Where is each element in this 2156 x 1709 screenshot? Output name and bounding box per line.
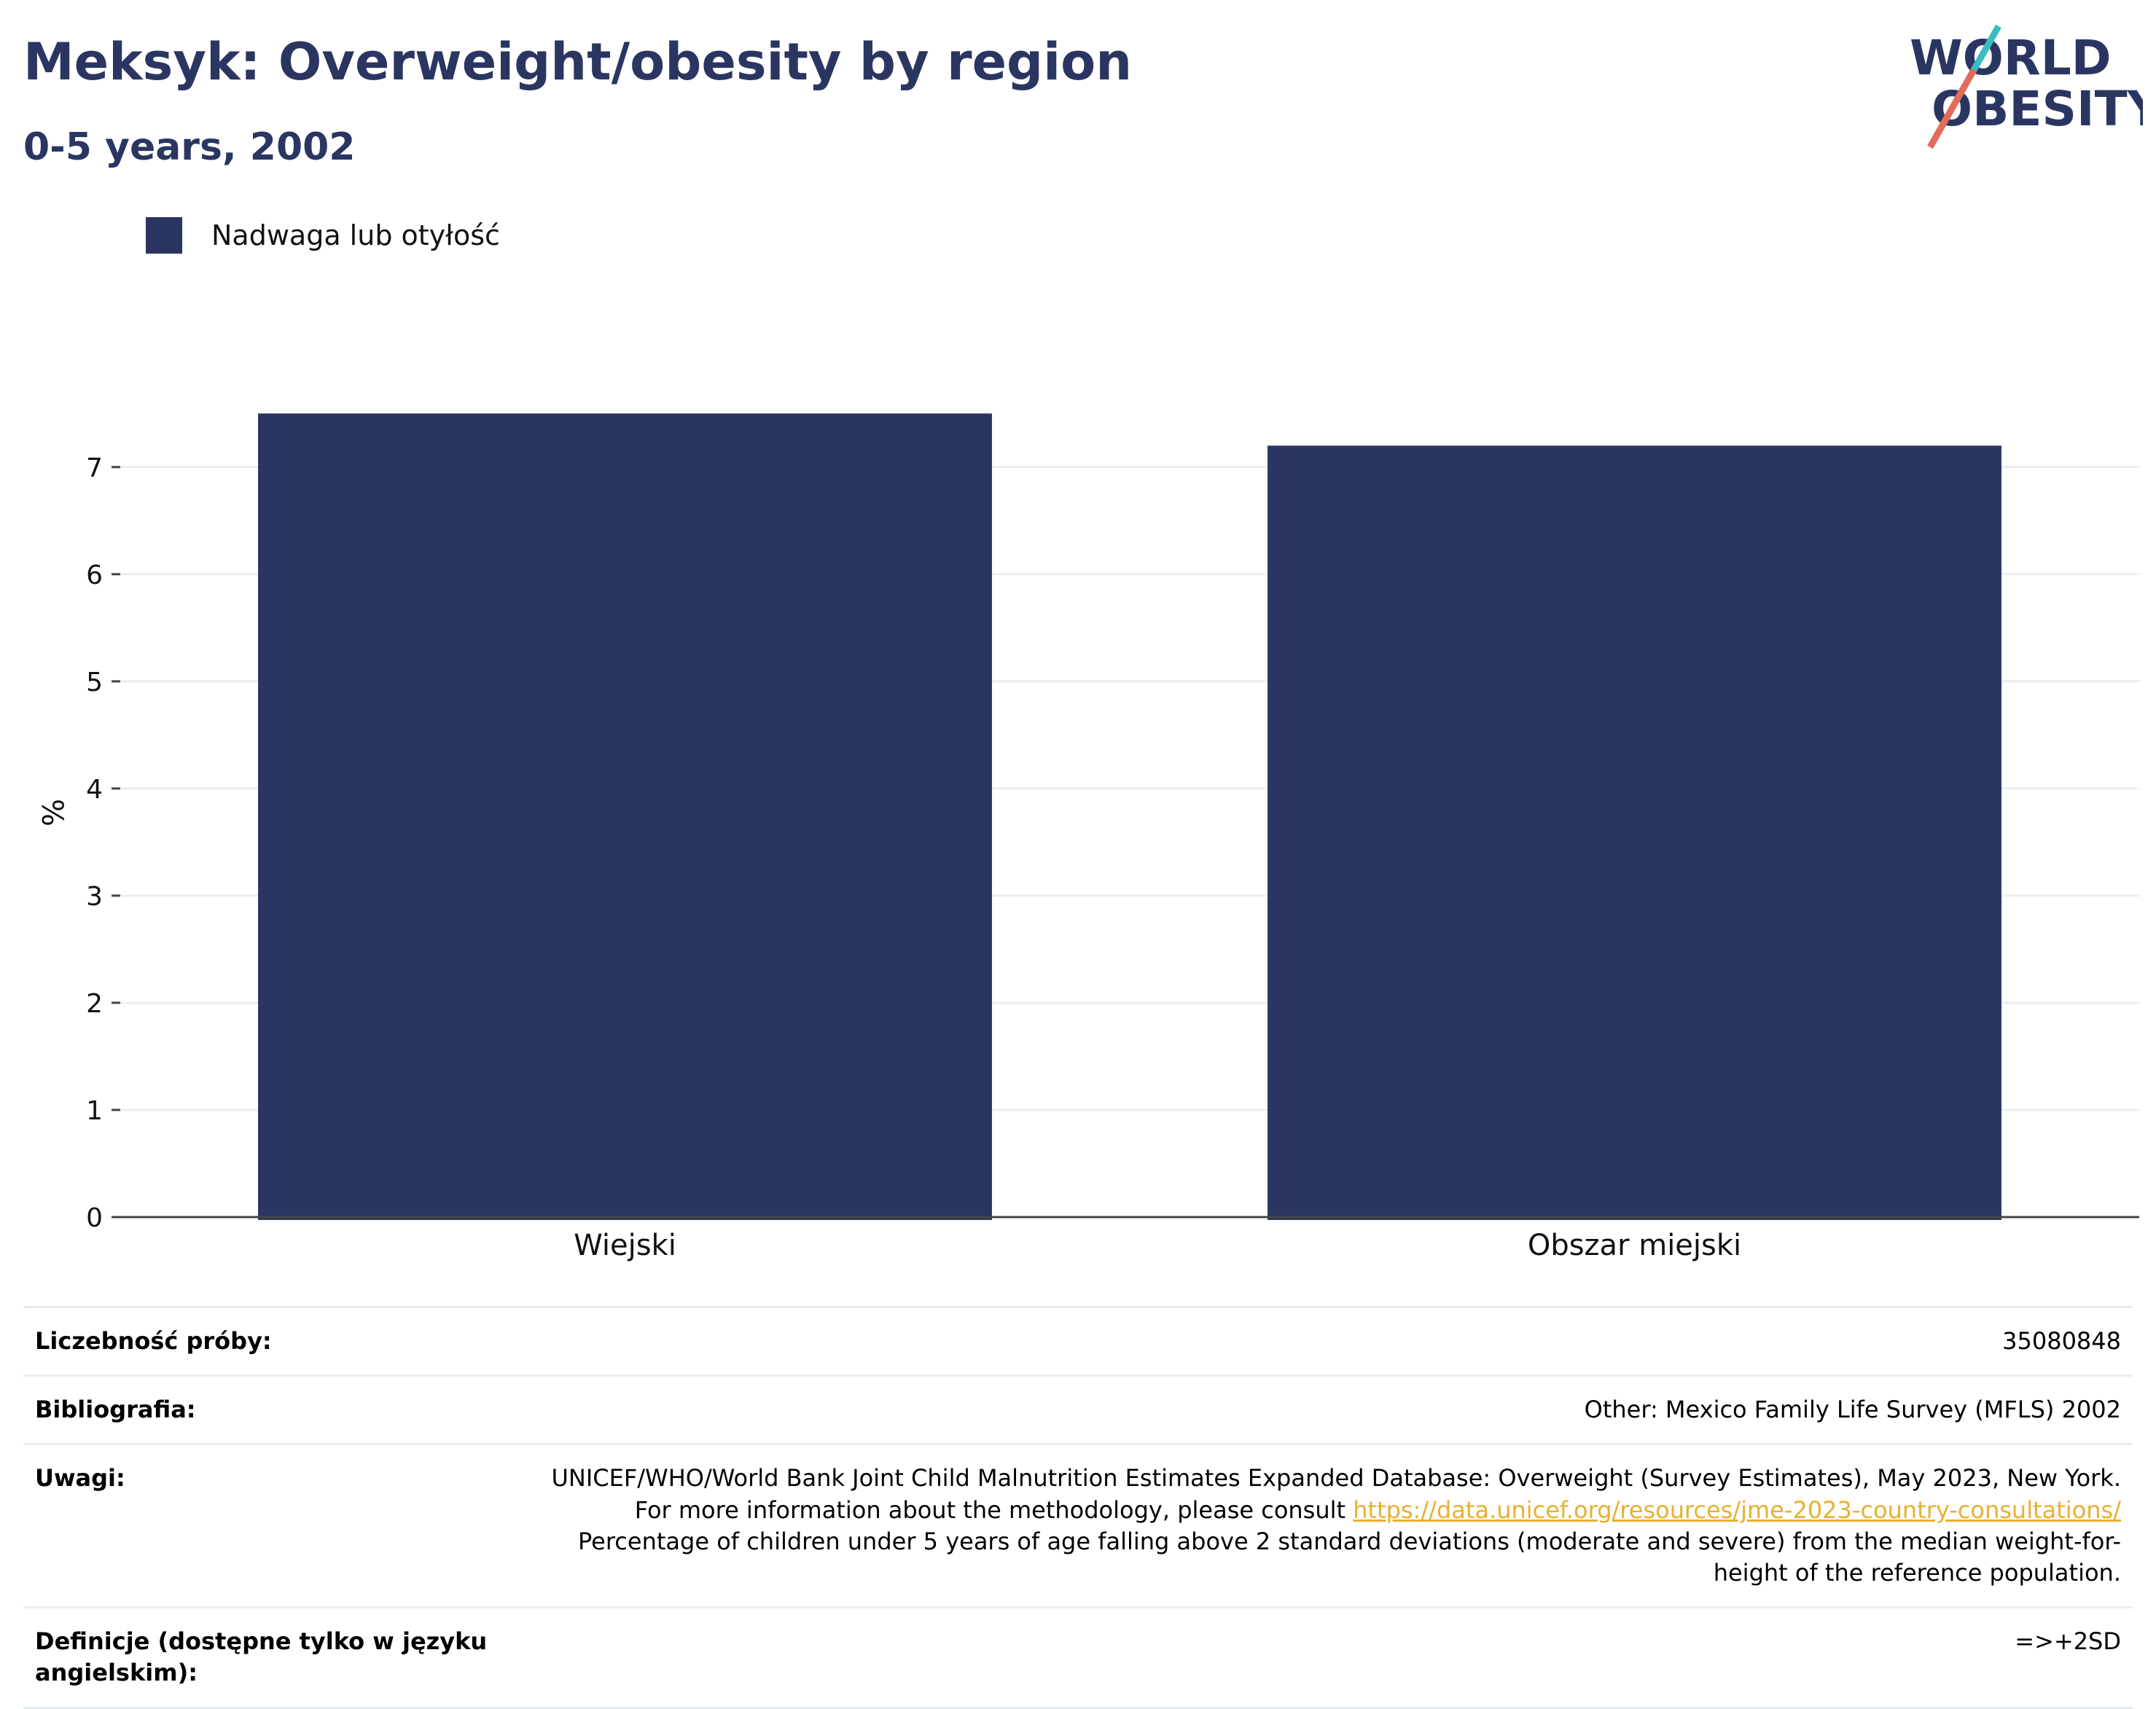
info-row-notes: Uwagi: UNICEF/WHO/World Bank Joint Child… bbox=[23, 1443, 2133, 1606]
y-tick-label: 7 bbox=[86, 453, 103, 483]
world-obesity-logo: WORLD OBESITY bbox=[1910, 24, 2143, 149]
y-tick-label: 3 bbox=[86, 882, 103, 912]
definitions-label: Definicje (dostępne tylko w języku angie… bbox=[35, 1627, 488, 1687]
notes-label: Uwagi: bbox=[35, 1464, 125, 1493]
y-tick-label: 2 bbox=[86, 989, 103, 1019]
sample-size-label: Liczebność próby: bbox=[35, 1327, 272, 1355]
notes-text-1: UNICEF/WHO/World Bank Joint Child Malnut… bbox=[551, 1464, 2122, 1524]
x-tick-label: Obszar miejski bbox=[1528, 1229, 1741, 1262]
logo-line1: WORLD bbox=[1910, 30, 2112, 86]
page-title: Meksyk: Overweight/obesity by region bbox=[23, 32, 1133, 92]
bars bbox=[258, 413, 2001, 1220]
logo-line2: OBESITY bbox=[1932, 81, 2143, 137]
legend-swatch bbox=[146, 217, 182, 254]
notes-value: UNICEF/WHO/World Bank Joint Child Malnut… bbox=[517, 1463, 2122, 1589]
y-tick-labels: 0 1 2 3 4 5 6 7 bbox=[86, 453, 120, 1233]
page-subtitle: 0-5 years, 2002 bbox=[23, 125, 356, 169]
notes-text-2: Percentage of children under 5 years of … bbox=[578, 1527, 2121, 1587]
bibliography-label: Bibliografia: bbox=[35, 1396, 196, 1424]
legend: Nadwaga lub otyłość bbox=[146, 217, 500, 254]
y-tick-label: 0 bbox=[86, 1203, 103, 1233]
bar bbox=[1268, 445, 2001, 1220]
y-tick-label: 1 bbox=[86, 1096, 103, 1126]
x-tick-labels: Wiejski Obszar miejski bbox=[574, 1229, 1741, 1262]
bibliography-value: Other: Mexico Family Life Survey (MFLS) … bbox=[1584, 1396, 2121, 1424]
bar bbox=[258, 413, 992, 1220]
legend-label: Nadwaga lub otyłość bbox=[211, 219, 500, 251]
x-tick-label: Wiejski bbox=[574, 1229, 676, 1262]
notes-link[interactable]: https://data.unicef.org/resources/jme-20… bbox=[1353, 1495, 2121, 1524]
y-axis-label: % bbox=[35, 799, 69, 826]
info-row-sample: Liczebność próby: 35080848 bbox=[23, 1306, 2133, 1374]
info-row-definitions: Definicje (dostępne tylko w języku angie… bbox=[23, 1606, 2133, 1709]
info-row-bibliography: Bibliografia: Other: Mexico Family Life … bbox=[23, 1374, 2133, 1443]
definitions-value: =>+2SD bbox=[2015, 1627, 2121, 1656]
logo-slash-teal bbox=[1971, 24, 2001, 72]
logo-slash-red bbox=[1927, 68, 1977, 149]
info-table: Liczebność próby: 35080848 Bibliografia:… bbox=[23, 1306, 2133, 1709]
bar-chart: 0 1 2 3 4 5 6 7 Wiejski Obszar miejski % bbox=[35, 413, 2139, 1262]
sample-size-value: 35080848 bbox=[2002, 1327, 2121, 1355]
y-tick-label: 4 bbox=[86, 775, 103, 805]
y-tick-label: 6 bbox=[86, 560, 103, 590]
y-tick-label: 5 bbox=[86, 668, 103, 697]
